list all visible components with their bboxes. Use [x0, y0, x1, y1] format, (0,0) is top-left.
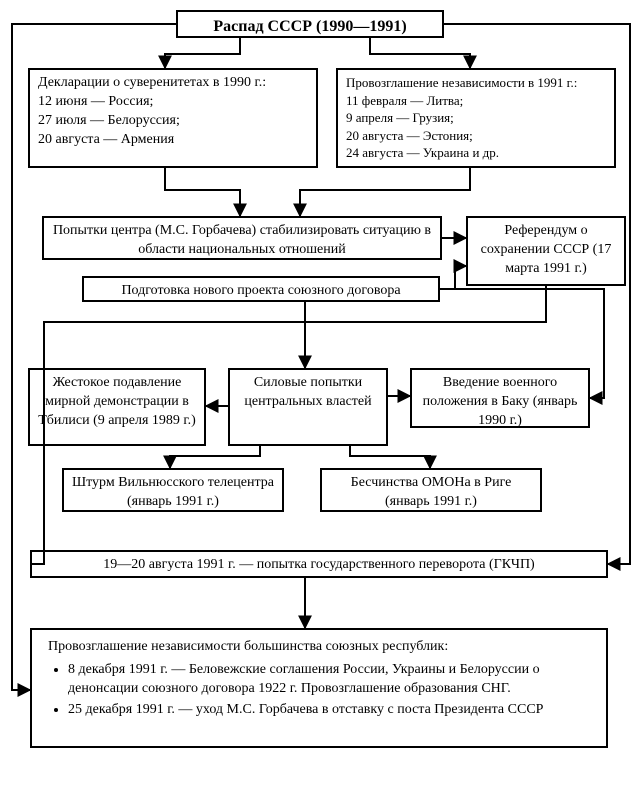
- silovye-text: Силовые попытки центральных властей: [244, 375, 371, 409]
- node-baku: Введение военного положения в Баку (янва…: [410, 368, 590, 428]
- indep1991-l1: 9 апреля — Грузия;: [346, 110, 454, 125]
- final-b1: 25 декабря 1991 г. — уход М.С. Горбачева…: [68, 702, 543, 717]
- decl1990-l2: 20 августа — Армения: [38, 132, 174, 147]
- node-referendum: Референдум о сохранении СССР (17 марта 1…: [466, 216, 626, 286]
- final-bullets: 8 декабря 1991 г. — Беловежские соглашен…: [48, 661, 590, 720]
- baku-text: Введение военного положения в Баку (янва…: [423, 375, 578, 428]
- node-silovye: Силовые попытки центральных властей: [228, 368, 388, 446]
- indep1991-l2: 20 августа — Эстония;: [346, 128, 473, 143]
- title-box: Распад СССР (1990—1991): [176, 10, 444, 38]
- referendum-text: Референдум о сохранении СССР (17 марта 1…: [481, 223, 612, 276]
- title-text: Распад СССР (1990—1991): [213, 18, 406, 35]
- final-b0: 8 декабря 1991 г. — Беловежские соглашен…: [68, 662, 540, 696]
- node-indep1991: Провозглашение независимости в 1991 г.: …: [336, 68, 616, 168]
- vilnius-text: Штурм Вильнюсского телецентра (январь 19…: [72, 475, 274, 509]
- project-text: Подготовка нового проекта союзного догов…: [121, 283, 400, 298]
- indep1991-l3: 24 августа — Украина и др.: [346, 145, 499, 160]
- edge: [165, 168, 240, 216]
- gorbachev-text: Попытки центра (М.С. Горбачева) стабилиз…: [53, 223, 431, 257]
- node-project: Подготовка нового проекта союзного догов…: [82, 276, 440, 302]
- final-header: Провозглашение независимости большинства…: [48, 639, 448, 654]
- indep1991-l0: 11 февраля — Литва;: [346, 93, 463, 108]
- gkchp-text: 19—20 августа 1991 г. — попытка государс…: [103, 557, 534, 572]
- riga-text: Бесчинства ОМОНа в Риге (январь 1991 г.): [351, 475, 512, 509]
- edge: [170, 446, 260, 468]
- edge: [370, 38, 470, 68]
- node-final: Провозглашение независимости большинства…: [30, 628, 608, 748]
- edge: [350, 446, 430, 468]
- edge: [455, 266, 466, 289]
- node-vilnius: Штурм Вильнюсского телецентра (январь 19…: [62, 468, 284, 512]
- decl1990-header: Декларации о суверенитетах в 1990 г.:: [38, 75, 266, 90]
- decl1990-l1: 27 июля — Белоруссия;: [38, 113, 180, 128]
- tbilisi-text: Жестокое подавление мирной демонстрации …: [38, 375, 196, 428]
- node-riga: Бесчинства ОМОНа в Риге (январь 1991 г.): [320, 468, 542, 512]
- indep1991-header: Провозглашение независимости в 1991 г.:: [346, 75, 577, 90]
- node-gkchp: 19—20 августа 1991 г. — попытка государс…: [30, 550, 608, 578]
- node-tbilisi: Жестокое подавление мирной демонстрации …: [28, 368, 206, 446]
- edge: [165, 38, 240, 68]
- edge: [300, 168, 470, 216]
- node-gorbachev: Попытки центра (М.С. Горбачева) стабилиз…: [42, 216, 442, 260]
- decl1990-l0: 12 июня — Россия;: [38, 94, 153, 109]
- node-decl1990: Декларации о суверенитетах в 1990 г.: 12…: [28, 68, 318, 168]
